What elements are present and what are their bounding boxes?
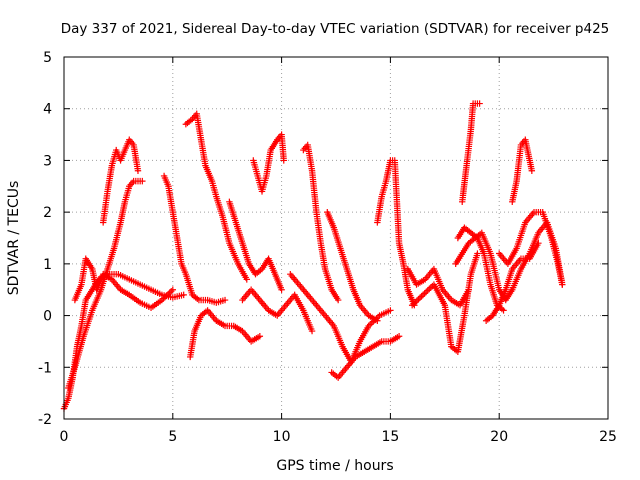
- series-trace-s: [459, 100, 483, 205]
- series-trace-h: [226, 198, 285, 293]
- y-tick-label: 0: [43, 309, 52, 325]
- x-tick-label: 0: [60, 429, 69, 445]
- x-tick-label: 5: [168, 429, 177, 445]
- x-tick-label: 20: [490, 429, 508, 445]
- grid: [64, 57, 608, 419]
- x-tick-label: 15: [381, 429, 399, 445]
- series-trace-g: [187, 307, 264, 361]
- point-markers: [482, 239, 542, 324]
- point-markers: [187, 307, 264, 361]
- y-axis-label: SDTVAR / TECUs: [6, 181, 22, 296]
- series-trace-r: [454, 224, 507, 314]
- x-tick-label: 25: [599, 429, 617, 445]
- point-markers: [71, 255, 176, 312]
- y-tick-label: 5: [43, 50, 52, 66]
- series-trace-n: [324, 208, 381, 324]
- series-trace-e: [160, 172, 229, 306]
- point-markers: [404, 265, 472, 309]
- point-markers: [250, 131, 287, 195]
- series-trace-u: [509, 136, 536, 205]
- point-markers: [226, 198, 285, 293]
- point-markers: [182, 110, 250, 283]
- point-markers: [509, 136, 536, 205]
- series-trace-k: [300, 141, 342, 304]
- point-markers: [99, 136, 142, 226]
- point-markers: [459, 100, 483, 205]
- plot-frame: [63, 56, 609, 420]
- point-markers: [374, 157, 418, 309]
- series-trace-m: [328, 333, 403, 381]
- point-markers: [160, 172, 229, 306]
- series-trace-f: [182, 110, 250, 283]
- point-markers: [324, 208, 381, 324]
- y-tick-label: -1: [38, 360, 52, 376]
- series-trace-c: [99, 136, 142, 226]
- point-markers: [496, 208, 566, 288]
- x-axis-label: GPS time / hours: [276, 458, 393, 474]
- y-tick-label: -2: [38, 412, 52, 428]
- y-tick-label: 2: [43, 205, 52, 221]
- x-tick-label: 10: [273, 429, 291, 445]
- series-trace-q: [408, 250, 481, 355]
- point-markers: [239, 286, 316, 335]
- point-markers: [408, 250, 481, 355]
- series-trace-i: [250, 131, 287, 195]
- y-tick-label: 4: [43, 102, 52, 118]
- chart-title: Day 337 of 2021, Sidereal Day-to-day VTE…: [61, 21, 610, 37]
- series-trace-o: [374, 157, 418, 309]
- point-markers: [300, 141, 342, 304]
- series-trace-p: [404, 265, 472, 309]
- series-trace-w: [482, 239, 542, 324]
- series-trace-j: [239, 286, 316, 335]
- y-tick-label: 3: [43, 153, 52, 169]
- series-trace-d: [71, 255, 176, 312]
- series-trace-b: [65, 177, 146, 392]
- series-trace-v: [496, 208, 566, 288]
- point-markers: [328, 333, 403, 381]
- point-markers: [65, 177, 146, 392]
- y-tick-label: 1: [43, 257, 52, 273]
- point-markers: [454, 224, 507, 314]
- axes: 0 5 10 15 20 25 -2 -1 0 1 2 3 4 5: [38, 50, 617, 445]
- data-points: [60, 100, 566, 412]
